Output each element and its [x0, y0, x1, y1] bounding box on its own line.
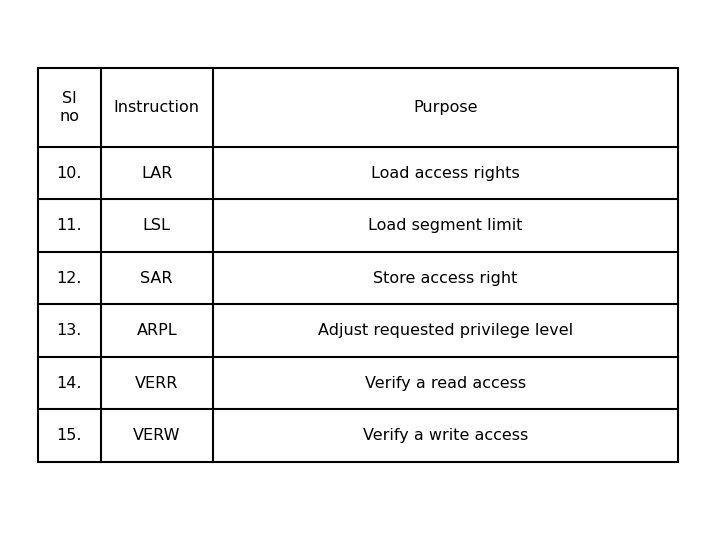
Text: Sl
no: Sl no — [59, 91, 79, 124]
Text: SAR: SAR — [140, 271, 173, 286]
Text: Verify a read access: Verify a read access — [365, 376, 526, 391]
Text: Store access right: Store access right — [373, 271, 518, 286]
Text: 13.: 13. — [57, 323, 82, 338]
Text: VERR: VERR — [135, 376, 179, 391]
Text: 11.: 11. — [57, 218, 82, 233]
Text: Purpose: Purpose — [413, 100, 477, 115]
Bar — [38, 68, 678, 462]
Text: 10.: 10. — [57, 166, 82, 180]
Text: 12.: 12. — [57, 271, 82, 286]
Text: Verify a write access: Verify a write access — [363, 428, 528, 443]
Text: ARPL: ARPL — [136, 323, 177, 338]
Text: Adjust requested privilege level: Adjust requested privilege level — [318, 323, 573, 338]
Text: 14.: 14. — [57, 376, 82, 391]
Text: LSL: LSL — [143, 218, 171, 233]
Text: 15.: 15. — [57, 428, 82, 443]
Text: Load segment limit: Load segment limit — [368, 218, 523, 233]
Text: Load access rights: Load access rights — [371, 166, 520, 180]
Text: Instruction: Instruction — [114, 100, 199, 115]
Text: VERW: VERW — [133, 428, 181, 443]
Text: LAR: LAR — [141, 166, 172, 180]
